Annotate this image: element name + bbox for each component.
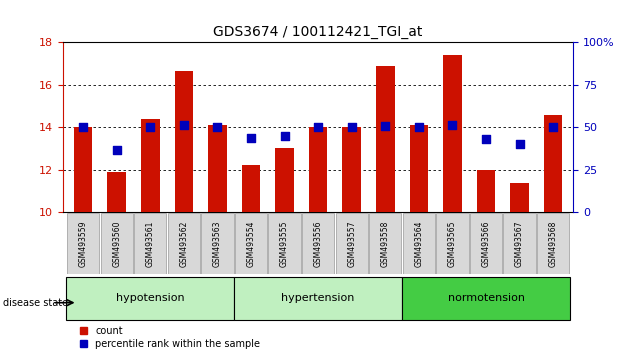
Text: GSM493554: GSM493554 bbox=[246, 220, 256, 267]
FancyBboxPatch shape bbox=[503, 213, 536, 274]
Point bbox=[313, 124, 323, 130]
Bar bbox=[242, 165, 260, 212]
Text: GSM493564: GSM493564 bbox=[415, 220, 423, 267]
Text: GSM493561: GSM493561 bbox=[146, 220, 155, 267]
Point bbox=[515, 142, 525, 147]
Point bbox=[346, 125, 357, 130]
Point bbox=[246, 135, 256, 141]
Point bbox=[414, 124, 424, 130]
Text: GSM493559: GSM493559 bbox=[79, 220, 88, 267]
Point bbox=[179, 122, 189, 128]
Text: GSM493566: GSM493566 bbox=[481, 220, 491, 267]
Bar bbox=[175, 71, 193, 212]
Bar bbox=[275, 148, 294, 212]
Point bbox=[212, 125, 222, 130]
Text: normotension: normotension bbox=[447, 293, 525, 303]
FancyBboxPatch shape bbox=[235, 213, 267, 274]
Point bbox=[447, 122, 457, 128]
Bar bbox=[343, 127, 361, 212]
Bar bbox=[477, 170, 495, 212]
Text: hypotension: hypotension bbox=[116, 293, 185, 303]
Text: GSM493567: GSM493567 bbox=[515, 220, 524, 267]
Text: GSM493568: GSM493568 bbox=[549, 220, 558, 267]
Legend: count, percentile rank within the sample: count, percentile rank within the sample bbox=[81, 326, 260, 349]
Bar bbox=[108, 172, 126, 212]
Text: GSM493556: GSM493556 bbox=[314, 220, 323, 267]
Bar bbox=[208, 125, 227, 212]
Text: GSM493558: GSM493558 bbox=[381, 220, 390, 267]
FancyBboxPatch shape bbox=[268, 213, 301, 274]
FancyBboxPatch shape bbox=[66, 277, 234, 320]
Bar bbox=[544, 115, 563, 212]
Point bbox=[112, 147, 122, 152]
FancyBboxPatch shape bbox=[402, 277, 570, 320]
FancyBboxPatch shape bbox=[101, 213, 133, 274]
Point bbox=[481, 137, 491, 142]
Text: GSM493565: GSM493565 bbox=[448, 220, 457, 267]
FancyBboxPatch shape bbox=[470, 213, 502, 274]
Text: disease state: disease state bbox=[3, 298, 68, 308]
Text: GSM493557: GSM493557 bbox=[347, 220, 356, 267]
Point bbox=[381, 123, 391, 129]
Point bbox=[548, 125, 558, 130]
Point bbox=[280, 133, 290, 139]
Bar bbox=[141, 119, 159, 212]
Bar bbox=[376, 66, 394, 212]
Text: GSM493562: GSM493562 bbox=[180, 220, 188, 267]
Point bbox=[146, 124, 156, 130]
Title: GDS3674 / 100112421_TGI_at: GDS3674 / 100112421_TGI_at bbox=[214, 25, 423, 39]
FancyBboxPatch shape bbox=[168, 213, 200, 274]
Text: GSM493563: GSM493563 bbox=[213, 220, 222, 267]
FancyBboxPatch shape bbox=[234, 277, 402, 320]
Bar bbox=[444, 55, 462, 212]
FancyBboxPatch shape bbox=[202, 213, 234, 274]
Point bbox=[78, 125, 88, 130]
FancyBboxPatch shape bbox=[302, 213, 335, 274]
Bar bbox=[510, 183, 529, 212]
FancyBboxPatch shape bbox=[537, 213, 570, 274]
FancyBboxPatch shape bbox=[403, 213, 435, 274]
Text: hypertension: hypertension bbox=[282, 293, 355, 303]
FancyBboxPatch shape bbox=[369, 213, 401, 274]
FancyBboxPatch shape bbox=[437, 213, 469, 274]
FancyBboxPatch shape bbox=[134, 213, 166, 274]
Bar bbox=[309, 127, 328, 212]
Bar bbox=[410, 125, 428, 212]
Text: GSM493560: GSM493560 bbox=[112, 220, 121, 267]
FancyBboxPatch shape bbox=[336, 213, 368, 274]
Text: GSM493555: GSM493555 bbox=[280, 220, 289, 267]
FancyBboxPatch shape bbox=[67, 213, 100, 274]
Bar bbox=[74, 127, 93, 212]
